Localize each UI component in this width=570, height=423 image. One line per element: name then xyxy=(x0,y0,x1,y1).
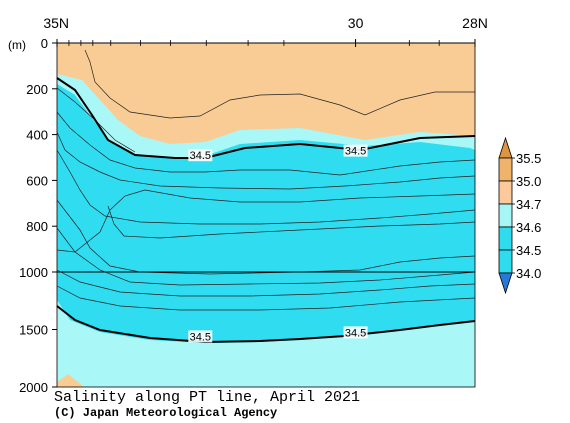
y-tick-label-1000: 1000 xyxy=(19,265,48,280)
colorbar-band-4 xyxy=(498,226,513,251)
contour-line-6 xyxy=(56,189,476,253)
contour-line-3 xyxy=(56,111,476,176)
y-tick-label-2000: 2000 xyxy=(19,380,48,395)
y-tick-label-0: 0 xyxy=(41,36,48,51)
chart-title: Salinity along PT line, April 2021 xyxy=(54,389,361,406)
colorbar-band-1 xyxy=(498,157,513,182)
contour-label-1: 34.5 xyxy=(190,150,211,162)
x-tick-label-28: 28N xyxy=(462,15,488,31)
y-tick-label-800: 800 xyxy=(26,219,48,234)
contour-line-1 xyxy=(84,49,475,119)
colorbar-label-1: 35.5 xyxy=(516,151,541,166)
salinity-fill-salty-bottom xyxy=(57,374,84,387)
contour-line-10 xyxy=(56,269,476,297)
contour-label-bg-2 xyxy=(343,144,368,157)
contour-label-bg-3 xyxy=(188,330,213,343)
colorbar-label-4: 34.6 xyxy=(516,220,541,235)
colorbar-label-5: 34.5 xyxy=(516,243,541,258)
contour-line-5 xyxy=(56,149,476,225)
contour-line-4 xyxy=(56,131,476,190)
contour-label-4: 34.5 xyxy=(345,327,366,339)
colorbar: 35.5 35.0 34.7 34.6 34.5 34.0 xyxy=(498,136,541,295)
contour-line-9 xyxy=(56,227,476,286)
colorbar-band-5 xyxy=(498,249,513,274)
colorbar-label-2: 35.0 xyxy=(516,174,541,189)
colorbar-top-cap xyxy=(498,136,513,159)
axes-layer: 0 200 400 600 800 1000 1500 2000 (m) 35N 30 28N xyxy=(8,15,488,395)
salinity-fill-salty xyxy=(57,43,475,144)
x-tick-label-30: 30 xyxy=(348,15,364,31)
colorbar-label-3: 34.7 xyxy=(516,197,541,212)
y-axis-unit: (m) xyxy=(8,38,26,52)
contour-label-3: 34.5 xyxy=(190,331,211,343)
contour-label-2: 34.5 xyxy=(345,146,366,158)
contour-label-bg-4 xyxy=(343,326,368,339)
colorbar-band-3 xyxy=(498,203,513,228)
colorbar-bottom-cap xyxy=(498,272,513,295)
contour-34-5-lower xyxy=(56,305,476,344)
contour-line-7 xyxy=(107,205,476,239)
colorbar-band-2 xyxy=(498,180,513,205)
contour-line-8 xyxy=(56,199,476,275)
salinity-fill-light-lower xyxy=(57,300,475,387)
chart-credit: (C) Japan Meteorological Agency xyxy=(54,406,278,420)
y-tick-label-400: 400 xyxy=(26,128,48,143)
y-tick-label-200: 200 xyxy=(26,82,48,97)
contour-label-bg-1 xyxy=(188,149,213,162)
x-tick-label-35: 35N xyxy=(43,15,69,31)
contour-line-11 xyxy=(56,285,476,311)
colorbar-label-6: 34.0 xyxy=(516,266,541,281)
y-tick-label-600: 600 xyxy=(26,173,48,188)
y-tick-label-1500: 1500 xyxy=(19,323,48,338)
contour-labels-layer: 34.5 34.5 34.5 34.5 xyxy=(188,144,368,343)
salinity-fill-layer xyxy=(56,42,476,388)
